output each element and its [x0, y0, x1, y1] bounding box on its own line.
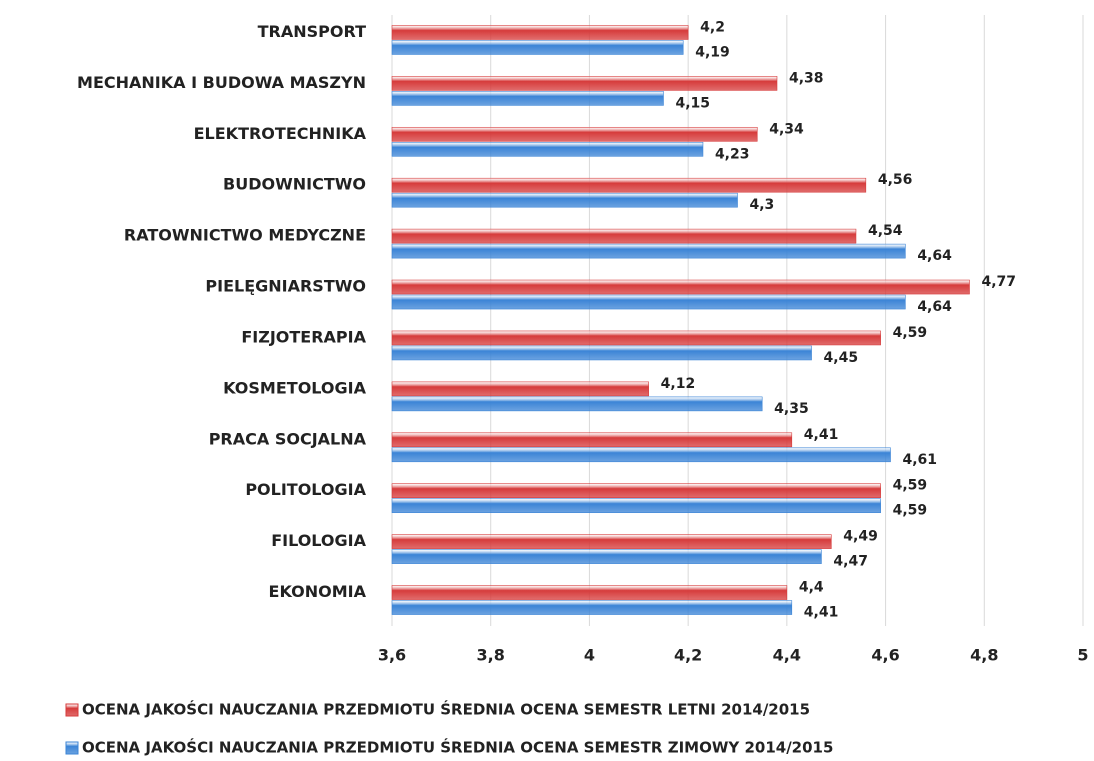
- bar: [391, 141, 704, 157]
- x-tick-label: 3,8: [477, 646, 505, 665]
- y-tick-label: BUDOWNICTWO: [223, 175, 366, 194]
- x-tick-label: 4,8: [970, 646, 998, 665]
- value-label: 4,64: [917, 299, 952, 315]
- y-tick-label: PIELĘGNIARSTWO: [205, 277, 366, 296]
- value-label: 4,77: [981, 274, 1016, 290]
- value-label: 4,38: [789, 70, 824, 86]
- value-label: 4,41: [804, 427, 839, 443]
- value-label: 4,41: [804, 605, 839, 621]
- value-label: 4,23: [715, 146, 750, 162]
- bar: [391, 381, 649, 397]
- value-label: 4,64: [917, 248, 952, 264]
- bar: [391, 549, 822, 564]
- bar: [391, 483, 881, 499]
- bar: [391, 243, 906, 259]
- value-label: 4,3: [750, 197, 775, 213]
- value-label: 4,45: [824, 350, 859, 366]
- legend-marker: [65, 703, 79, 717]
- bar: [391, 432, 793, 448]
- bar: [391, 330, 881, 346]
- x-tick-label: 4: [584, 646, 595, 665]
- bar: [391, 25, 689, 40]
- bar: [391, 91, 664, 106]
- value-label: 4,19: [695, 44, 730, 60]
- value-label: 4,59: [893, 503, 928, 519]
- bar: [391, 177, 867, 193]
- value-label: 4,34: [769, 121, 804, 137]
- y-tick-label: MECHANIKA I BUDOWA MASZYN: [77, 73, 366, 92]
- bar: [391, 600, 793, 615]
- bar: [391, 534, 832, 549]
- legend-label: OCENA JAKOŚCI NAUCZANIA PRZEDMIOTU ŚREDN…: [82, 700, 810, 719]
- y-tick-label: PRACA SOCJALNA: [209, 429, 367, 448]
- bar: [391, 396, 763, 412]
- value-label: 4,56: [878, 172, 913, 188]
- y-tick-label: KOSMETOLOGIA: [223, 378, 366, 397]
- x-tick-label: 5: [1077, 646, 1088, 665]
- value-label: 4,59: [893, 325, 928, 341]
- y-tick-label: FIZJOTERAPIA: [241, 327, 366, 346]
- bar: [391, 192, 738, 208]
- bar: [391, 498, 881, 514]
- value-label: 4,15: [675, 95, 710, 111]
- legend-marker: [65, 741, 79, 755]
- y-tick-label: POLITOLOGIA: [245, 480, 366, 499]
- bar: [391, 294, 906, 310]
- value-label: 4,2: [700, 19, 725, 35]
- value-label: 4,12: [661, 376, 696, 392]
- bar: [391, 279, 970, 295]
- bar: [391, 76, 778, 91]
- bar: [391, 585, 788, 600]
- x-tick-label: 4,6: [871, 646, 899, 665]
- bar: [391, 40, 684, 55]
- y-tick-label: ELEKTROTECHNIKA: [194, 124, 367, 143]
- y-tick-label: EKONOMIA: [269, 582, 367, 601]
- value-label: 4,59: [893, 478, 928, 494]
- bar: [391, 447, 891, 463]
- value-label: 4,4: [799, 580, 824, 596]
- y-tick-label: RATOWNICTWO MEDYCZNE: [124, 226, 366, 245]
- value-label: 4,61: [903, 452, 938, 468]
- value-label: 4,49: [843, 529, 878, 545]
- y-tick-label: FILOLOGIA: [271, 531, 366, 550]
- legend-label: OCENA JAKOŚCI NAUCZANIA PRZEDMIOTU ŚREDN…: [82, 738, 833, 757]
- bar: [391, 345, 812, 361]
- value-label: 4,35: [774, 401, 809, 417]
- x-tick-label: 4,4: [773, 646, 801, 665]
- value-label: 4,47: [833, 554, 868, 570]
- bar: [391, 228, 857, 244]
- bar: [391, 126, 758, 142]
- value-label: 4,54: [868, 223, 903, 239]
- x-tick-label: 4,2: [674, 646, 702, 665]
- x-tick-label: 3,6: [378, 646, 406, 665]
- y-tick-label: TRANSPORT: [258, 22, 366, 41]
